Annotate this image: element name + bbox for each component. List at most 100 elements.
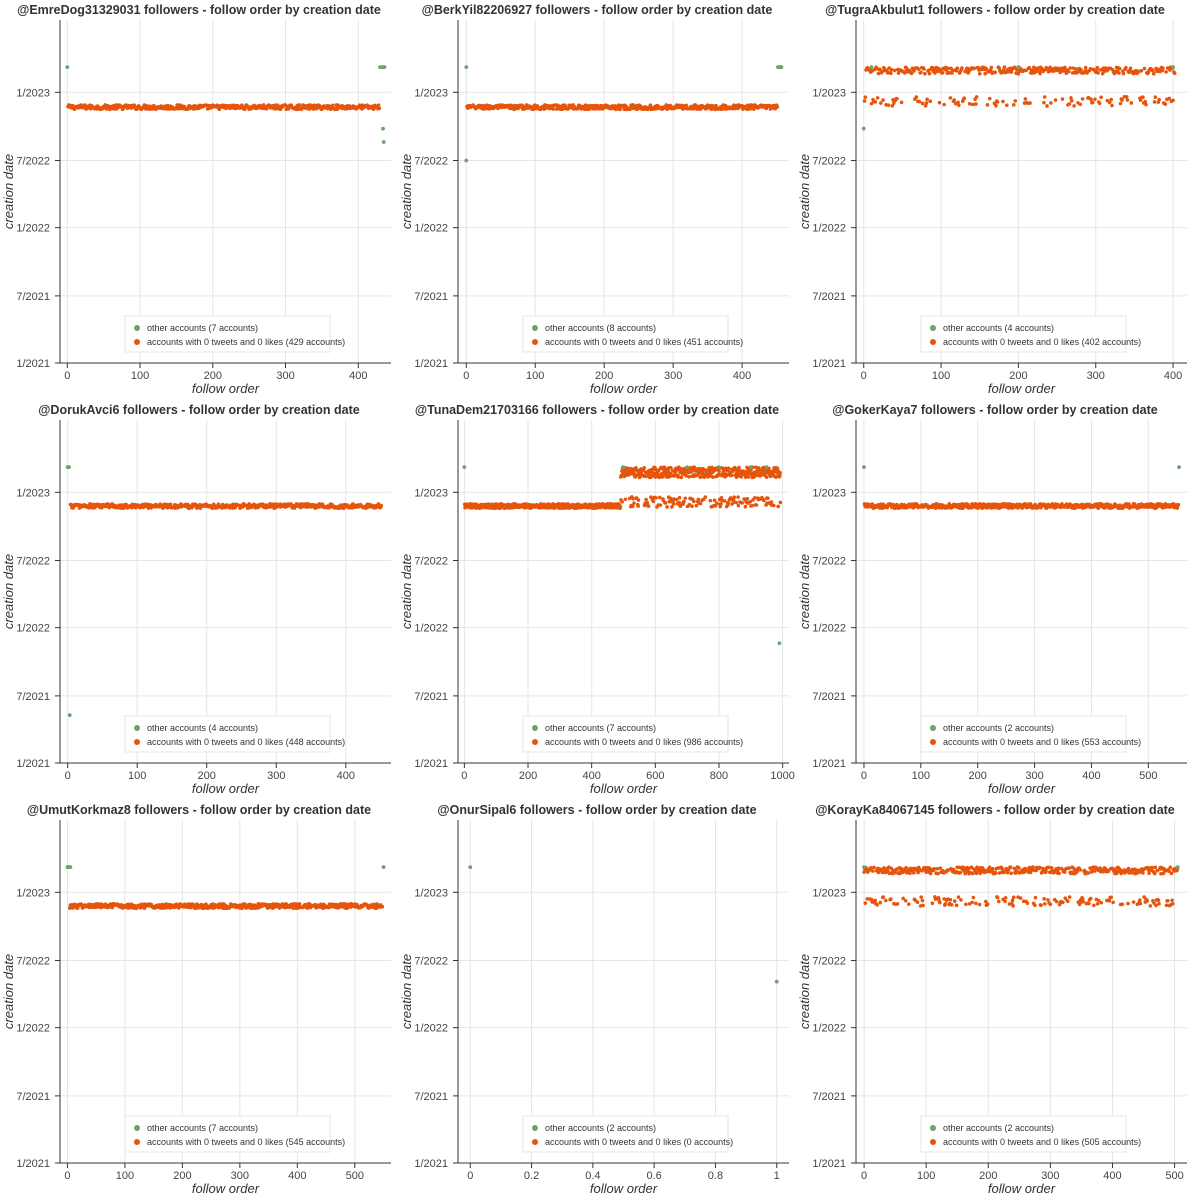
point-other: [685, 465, 690, 469]
point-zero: [917, 99, 922, 104]
point-other: [862, 865, 866, 869]
legend: other accounts (2 accounts)accounts with…: [920, 1115, 1141, 1153]
point-other: [468, 865, 473, 869]
point-zero: [938, 866, 943, 870]
point-zero: [916, 67, 921, 71]
point-zero: [938, 900, 942, 905]
x-tick-label-0: 0: [64, 1170, 70, 1182]
legend-entry-0: other accounts (4 accounts): [943, 323, 1054, 333]
point-zero: [1095, 65, 1100, 70]
point-zero: [312, 107, 316, 111]
point-zero: [1131, 900, 1136, 904]
point-zero: [642, 465, 646, 470]
legend-marker-1: [930, 1139, 936, 1145]
point-zero: [676, 475, 681, 479]
chart-title: @GokerKaya7 followers - follow order by …: [832, 403, 1158, 417]
chart-panel-8: @OnurSipal6 followers - follow order by …: [399, 803, 789, 1196]
y-tick-label-2: 1/2022: [16, 223, 50, 235]
point-zero: [873, 100, 878, 104]
legend-marker-0: [930, 725, 936, 731]
point-zero: [663, 501, 668, 505]
chart-title: @TunaDem21703166 followers - follow orde…: [415, 403, 779, 417]
y-tick-label-1: 7/2021: [414, 1091, 448, 1103]
point-other: [764, 465, 769, 469]
point-zero: [1155, 67, 1160, 72]
point-zero: [936, 871, 940, 876]
legend-marker-0: [532, 1125, 538, 1131]
point-zero: [912, 69, 916, 73]
x-tick-label-1: 100: [932, 370, 950, 382]
point-zero: [923, 71, 927, 76]
legend-entry-1: accounts with 0 tweets and 0 likes (545 …: [147, 1137, 345, 1147]
legend-box: [522, 315, 729, 353]
point-zero: [902, 71, 907, 75]
legend-entry-1: accounts with 0 tweets and 0 likes (553 …: [943, 737, 1141, 747]
legend-marker-0: [930, 325, 936, 331]
point-zero: [1127, 502, 1131, 506]
x-tick-label-4: 0.8: [708, 1170, 723, 1182]
point-other: [621, 465, 626, 469]
legend-marker-1: [930, 739, 936, 745]
point-zero: [769, 500, 774, 504]
x-tick-label-1: 100: [917, 1170, 935, 1182]
point-zero: [1142, 66, 1147, 71]
point-zero: [711, 475, 715, 479]
point-zero: [1095, 902, 1100, 906]
legend-marker-0: [134, 325, 140, 331]
point-zero: [620, 499, 625, 504]
y-tick-label-4: 1/2023: [16, 887, 50, 899]
point-zero: [1138, 901, 1143, 906]
y-tick-label-3: 7/2022: [16, 156, 50, 168]
x-axis-label: follow order: [988, 781, 1056, 796]
point-zero: [754, 503, 759, 507]
x-tick-label-0: 0: [64, 370, 70, 382]
point-zero: [1126, 901, 1130, 906]
point-zero: [952, 98, 957, 102]
point-zero: [964, 902, 968, 907]
x-tick-label-4: 400: [1164, 370, 1182, 382]
point-zero: [1033, 903, 1037, 908]
point-zero: [942, 102, 946, 107]
series-zero-activity: [66, 103, 382, 112]
point-zero: [646, 504, 651, 508]
y-axis-label: creation date: [1, 554, 16, 629]
point-zero: [954, 903, 959, 908]
point-other: [777, 641, 782, 646]
grid-lines: [458, 20, 789, 364]
y-tick-label-2: 1/2022: [16, 1023, 50, 1035]
y-axis-label: creation date: [797, 154, 812, 229]
x-axis-label: follow order: [988, 381, 1056, 396]
point-zero: [1080, 97, 1085, 101]
point-zero: [948, 897, 953, 902]
point-zero: [974, 95, 979, 99]
point-zero: [1075, 869, 1079, 874]
point-zero: [995, 100, 1000, 104]
point-zero: [745, 496, 750, 501]
x-tick-label-1: 100: [912, 770, 930, 782]
point-zero: [341, 506, 346, 511]
point-zero: [876, 71, 881, 76]
point-zero: [377, 106, 382, 111]
series-zero-activity: [862, 865, 1180, 908]
point-zero: [696, 497, 701, 502]
point-zero: [1097, 101, 1102, 106]
point-zero: [909, 71, 914, 76]
legend-entry-0: other accounts (7 accounts): [147, 323, 258, 333]
x-tick-label-0: 0: [861, 1170, 867, 1182]
point-zero: [958, 870, 963, 875]
point-zero: [1097, 898, 1101, 903]
point-zero: [987, 96, 992, 101]
point-zero: [687, 474, 691, 479]
legend-marker-0: [532, 325, 538, 331]
point-zero: [977, 902, 982, 907]
point-zero: [1176, 502, 1181, 507]
point-zero: [743, 504, 748, 509]
point-zero: [1153, 95, 1158, 99]
point-zero: [985, 902, 990, 906]
point-zero: [297, 103, 302, 107]
point-zero: [989, 65, 994, 70]
point-other: [1175, 865, 1180, 869]
x-tick-label-4: 400: [1103, 1170, 1121, 1182]
point-zero: [960, 66, 964, 70]
